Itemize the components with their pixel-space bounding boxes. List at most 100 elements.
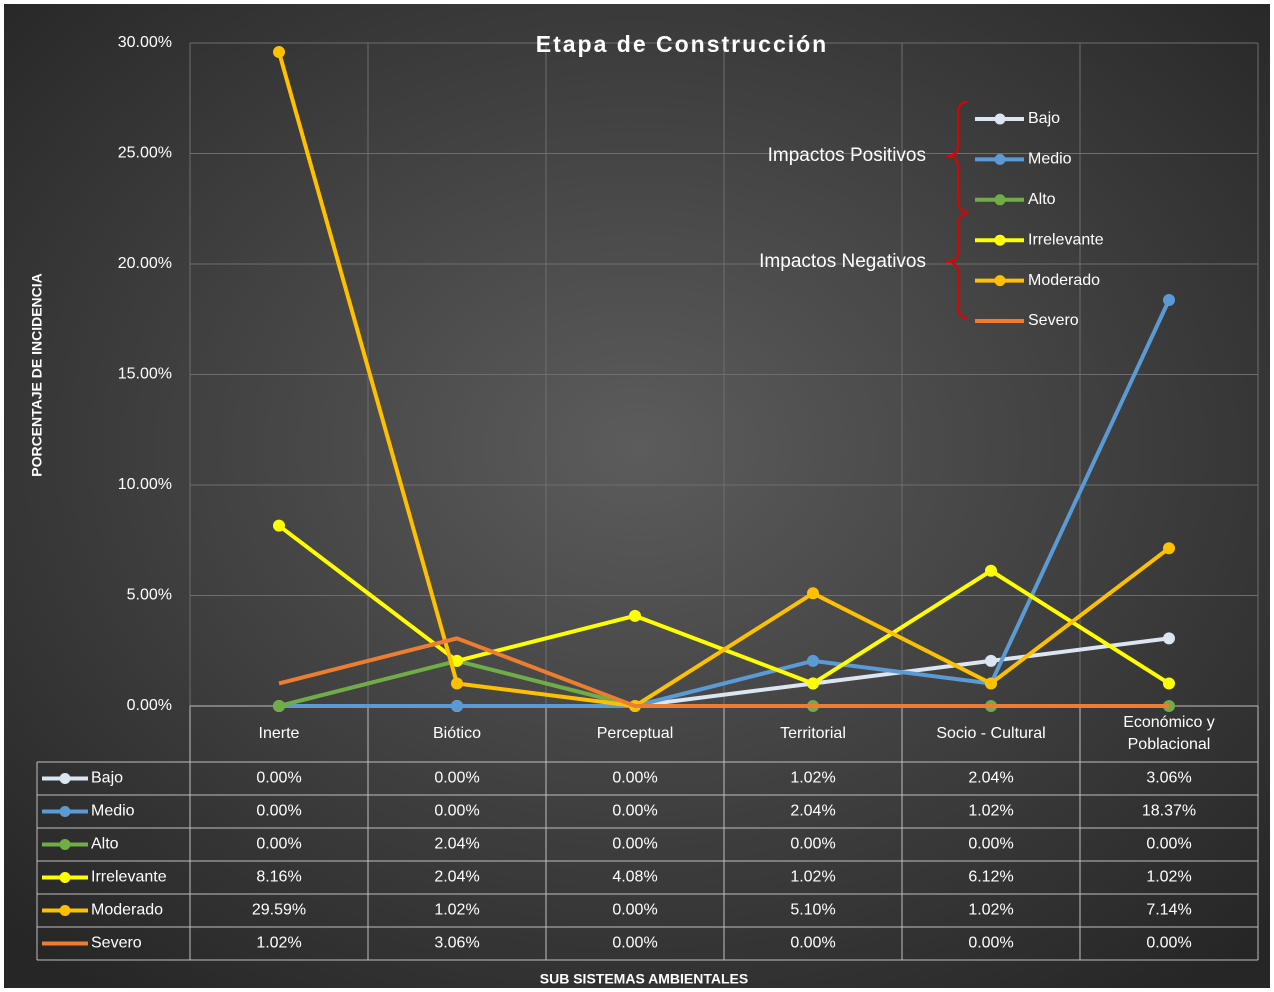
table-row-label: Moderado xyxy=(91,902,163,919)
data-point xyxy=(273,700,285,712)
legend-marker xyxy=(994,234,1006,246)
legend-label: Severo xyxy=(1028,312,1079,329)
chart-title: Etapa de Construcción xyxy=(536,31,828,57)
data-point xyxy=(451,654,463,667)
table-cell: 1.02% xyxy=(968,902,1013,919)
legend-marker xyxy=(994,153,1006,165)
y-tick-label: 25.00% xyxy=(118,145,172,162)
table-cell: 0.00% xyxy=(1146,935,1191,952)
series-line xyxy=(278,636,1169,708)
legend-marker xyxy=(59,872,71,883)
table-cell: 0.00% xyxy=(256,803,301,820)
data-point xyxy=(1163,294,1175,307)
table-cell: 0.00% xyxy=(612,935,657,952)
legend-label: Irrelevante xyxy=(1028,231,1104,248)
x-tick-label: Socio - Cultural xyxy=(936,725,1046,742)
table-cell: 0.00% xyxy=(612,770,657,787)
table-cell: 0.00% xyxy=(434,770,479,787)
data-point xyxy=(1163,677,1175,690)
data-point xyxy=(807,654,819,667)
legend-marker xyxy=(994,194,1006,206)
series-line xyxy=(279,299,1171,708)
table-cell: 1.02% xyxy=(790,770,835,787)
brace xyxy=(945,101,969,213)
table-cell: 1.02% xyxy=(968,803,1013,820)
table-cell: 3.06% xyxy=(1146,770,1191,787)
table-cell: 0.00% xyxy=(434,803,479,820)
data-point xyxy=(273,519,285,532)
table-cell: 7.14% xyxy=(1146,902,1191,919)
table-cell: 0.00% xyxy=(256,770,301,787)
legend-marker xyxy=(59,806,71,817)
table-cell: 0.00% xyxy=(1146,836,1191,853)
table-row-label: Medio xyxy=(91,803,135,820)
legend-marker xyxy=(59,905,71,916)
data-point xyxy=(1163,542,1175,555)
y-axis-label: PORCENTAJE DE INCIDENCIA xyxy=(29,273,45,477)
data-point xyxy=(1163,632,1175,645)
table-row-label: Bajo xyxy=(91,770,123,787)
chart-background xyxy=(4,4,1270,988)
x-tick-label: Territorial xyxy=(780,725,846,742)
table-cell: 1.02% xyxy=(256,935,301,952)
table-cell: 2.04% xyxy=(434,869,479,886)
table-cell: 1.02% xyxy=(790,869,835,886)
table-cell: 2.04% xyxy=(968,770,1013,787)
legend-label: Moderado xyxy=(1028,272,1100,289)
annotation: Impactos Negativos xyxy=(759,251,926,272)
table-cell: 0.00% xyxy=(790,836,835,853)
y-tick-label: 10.00% xyxy=(118,476,172,493)
x-tick-label: Inerte xyxy=(258,725,300,742)
y-tick-label: 5.00% xyxy=(127,587,172,604)
annotation: Impactos Positivos xyxy=(768,145,926,166)
data-point xyxy=(985,564,997,577)
y-tick-label: 20.00% xyxy=(118,255,172,272)
data-point xyxy=(807,677,819,690)
table-cell: 4.08% xyxy=(612,869,657,886)
table-row-label: Irrelevante xyxy=(91,869,167,886)
legend-marker xyxy=(59,839,71,850)
table-cell: 6.12% xyxy=(968,869,1013,886)
data-point xyxy=(451,700,463,712)
legend-label: Medio xyxy=(1028,151,1072,168)
table-cell: 18.37% xyxy=(1142,803,1196,820)
data-point xyxy=(451,677,463,690)
plot xyxy=(273,46,1175,712)
table-cell: 3.06% xyxy=(434,935,479,952)
table-cell: 0.00% xyxy=(790,935,835,952)
x-tick-label: Biótico xyxy=(432,725,482,742)
y-tick-label: 15.00% xyxy=(118,366,172,383)
legend: Bajo Medio Alto Irrelevante Moderado Severo xyxy=(975,110,1104,329)
table-cell: 0.00% xyxy=(612,803,657,820)
legend-marker xyxy=(994,113,1006,125)
table-cell: 8.16% xyxy=(256,869,301,886)
x-tick-label: Perceptual xyxy=(596,725,674,742)
x-tick-label: Económico y Poblacional xyxy=(1123,714,1215,753)
table-cell: 0.00% xyxy=(612,902,657,919)
table-cell: 0.00% xyxy=(968,836,1013,853)
table-cell: 2.04% xyxy=(790,803,835,820)
data-point xyxy=(807,587,819,600)
legend-label: Alto xyxy=(1028,191,1056,208)
brace xyxy=(945,213,969,319)
table-cell: 2.04% xyxy=(434,836,479,853)
legend-marker xyxy=(994,275,1006,287)
data-point xyxy=(273,46,285,59)
table-cell: 0.00% xyxy=(968,935,1013,952)
table-cell: 1.02% xyxy=(434,902,479,919)
data-point xyxy=(629,609,641,622)
table-cell: 5.10% xyxy=(790,902,835,919)
legend-marker xyxy=(59,773,71,784)
table-cell: 29.59% xyxy=(252,902,306,919)
y-tick-label: 0.00% xyxy=(127,697,172,714)
table-row-label: Alto xyxy=(91,836,119,853)
table-row-label: Severo xyxy=(91,935,142,952)
legend-label: Bajo xyxy=(1028,110,1060,127)
table-cell: 0.00% xyxy=(612,836,657,853)
series-line xyxy=(277,51,1171,708)
y-tick-label: 30.00% xyxy=(118,34,172,51)
data-point xyxy=(985,677,997,690)
table-cell: 0.00% xyxy=(256,836,301,853)
